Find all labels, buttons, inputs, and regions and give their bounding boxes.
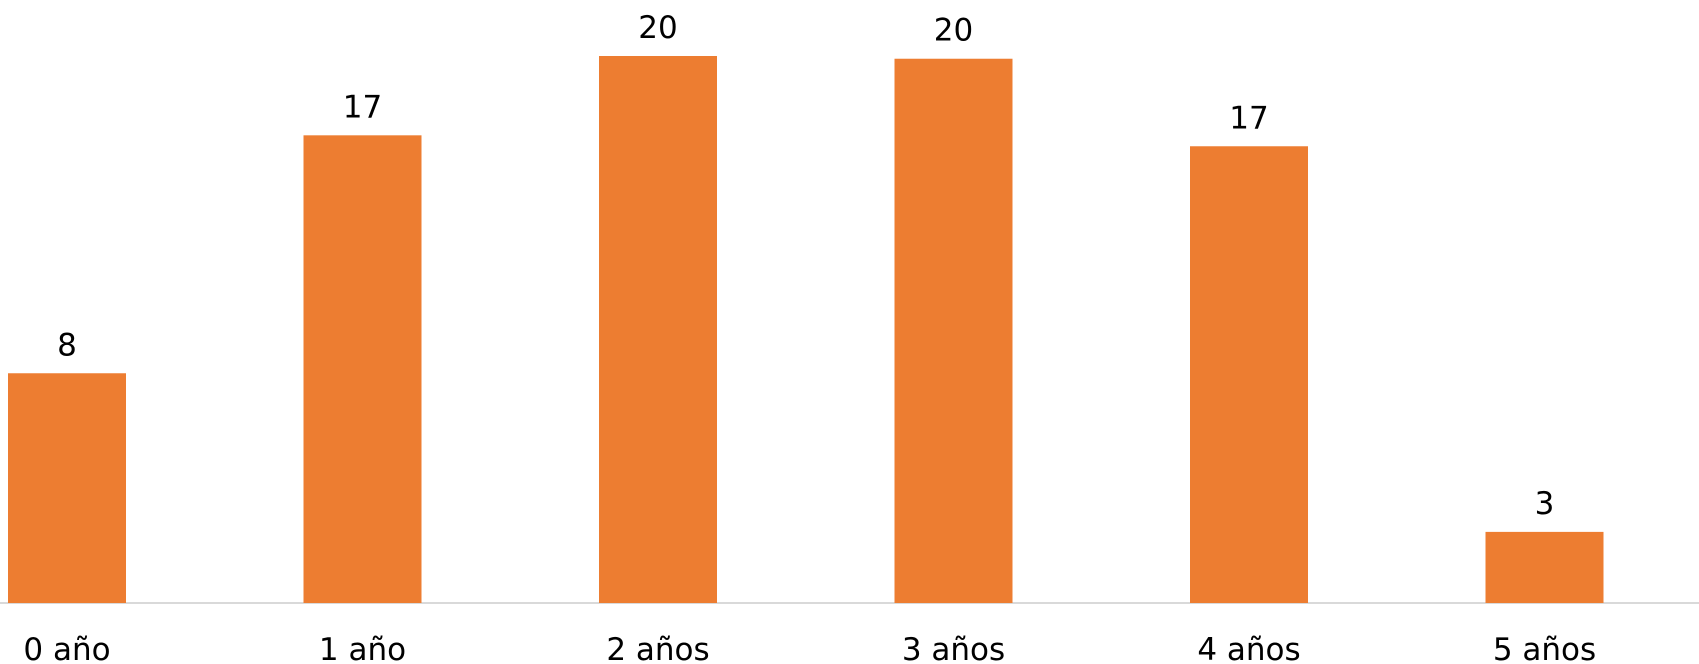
x-tick-label: 1 año xyxy=(319,632,406,664)
x-tick-label: 3 años xyxy=(902,632,1005,664)
data-label: 17 xyxy=(1229,100,1268,136)
x-tick-label: 5 años xyxy=(1493,632,1596,664)
data-label: 3 xyxy=(1535,486,1555,522)
bar xyxy=(1485,531,1604,603)
bar xyxy=(8,373,126,603)
data-label: 17 xyxy=(343,89,382,125)
bar xyxy=(894,58,1013,604)
data-label: 20 xyxy=(934,13,973,49)
bar xyxy=(303,135,422,603)
bar xyxy=(1190,146,1308,603)
x-tick-label: 2 años xyxy=(606,632,709,664)
data-label: 20 xyxy=(638,10,677,46)
data-label: 8 xyxy=(57,327,77,363)
x-tick-label: 0 año xyxy=(23,632,110,664)
bar xyxy=(599,56,717,603)
x-tick-label: 4 años xyxy=(1197,632,1300,664)
